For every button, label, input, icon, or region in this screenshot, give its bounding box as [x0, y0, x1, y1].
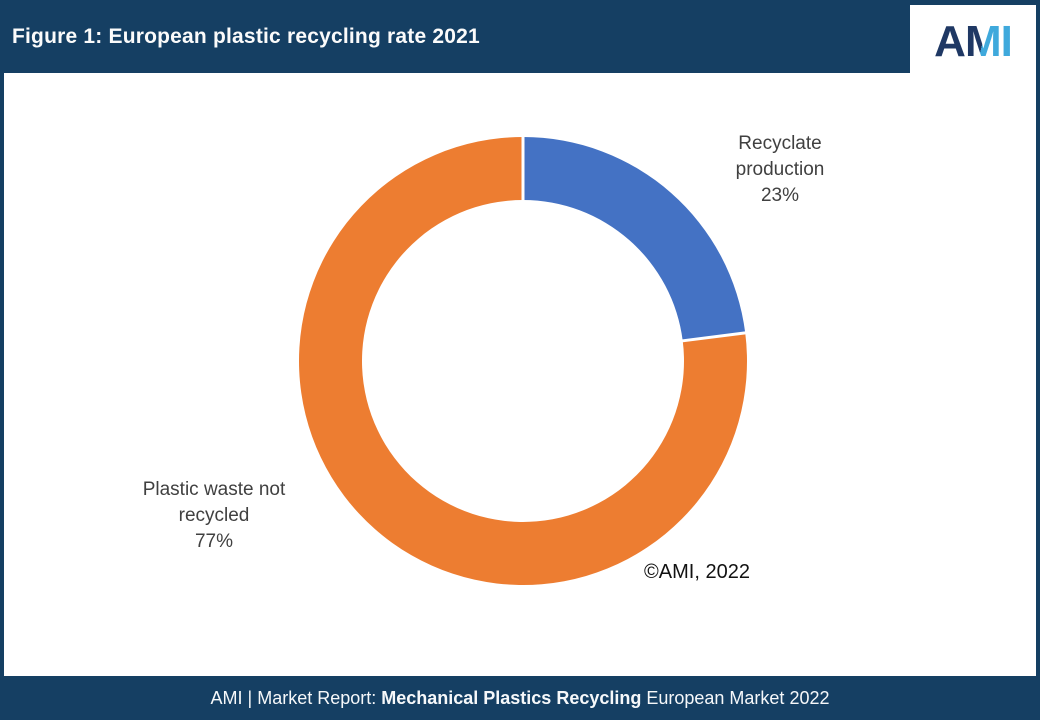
footer-bar: AMI | Market Report: Mechanical Plastics… — [0, 676, 1040, 720]
footer-text-bold: Mechanical Plastics Recycling — [381, 687, 642, 708]
right-border — [1036, 0, 1040, 720]
ami-logo: AMI — [910, 5, 1036, 86]
donut-segment-0 — [523, 137, 746, 341]
copyright-note: ©AMI, 2022 — [644, 561, 750, 583]
logo-letter-m: M — [964, 16, 1002, 66]
donut-chart — [299, 135, 748, 585]
logo-letter-a: A — [934, 16, 966, 66]
footer-text-prefix: AMI | Market Report: — [210, 687, 382, 708]
ami-logo-text: AMI — [934, 16, 1013, 66]
segment-divider-1 — [680, 331, 748, 343]
donut-chart-area: Recyclate production 23% Plastic waste n… — [4, 73, 1036, 676]
data-label-plastic-waste-not-recycled: Plastic waste not recycled 77% — [142, 479, 286, 552]
figure-title: Figure 1: European plastic recycling rat… — [12, 24, 480, 48]
left-border — [0, 0, 4, 720]
header-bar: Figure 1: European plastic recycling rat… — [0, 0, 1040, 73]
data-label-recyclate-production: Recyclate production 23% — [735, 133, 825, 206]
logo-letter-i: I — [1000, 16, 1013, 66]
footer-text-suffix: European Market 2022 — [641, 687, 830, 708]
